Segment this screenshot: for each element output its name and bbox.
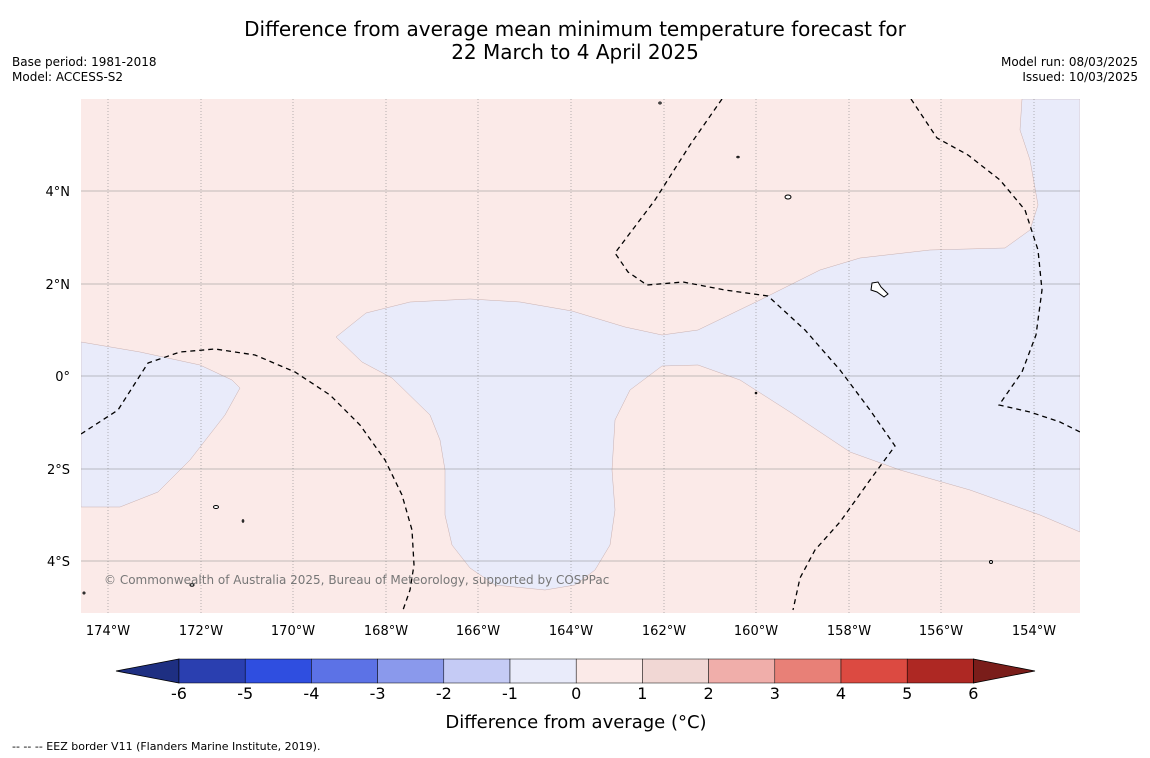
title-line-2: 22 March to 4 April 2025 [451,40,699,64]
colorbar-tick-labels: -6 -5 -4 -3 -2 -1 0 1 2 3 4 5 6 [171,684,978,703]
eez-border-west [81,348,415,611]
island [241,519,245,523]
island-kiritimati [870,281,889,298]
lat-label: 4°N [46,185,71,200]
island [989,560,993,564]
colorbar-tick-label: -2 [436,684,452,703]
lon-label: 170°W [271,624,315,639]
lon-label: 164°W [549,624,593,639]
title-line-1: Difference from average mean minimum tem… [244,17,906,41]
island [754,391,758,395]
copyright-text: © Commonwealth of Australia 2025, Bureau… [104,573,609,587]
colorbar-tick-label: 5 [902,684,912,703]
eez-border-east [910,99,1080,433]
lon-label: 158°W [827,624,871,639]
colorbar-tick-label: 2 [704,684,714,703]
base-period-info: Base period: 1981-2018 Model: ACCESS-S2 [12,55,157,85]
colorbar: -6 -5 -4 -3 -2 -1 0 1 2 3 4 5 6 Differen… [115,658,1036,733]
graticule [81,99,1080,613]
colorbar-bin [244,658,312,684]
island [189,583,195,587]
lat-label: 4°S [47,555,70,570]
lon-label: 160°W [734,624,778,639]
lon-label: 174°W [86,624,130,639]
colorbar-tick-label: -1 [502,684,518,703]
issued-text: Issued: 10/03/2025 [1022,70,1138,84]
colorbar-tick-label: 4 [836,684,846,703]
colorbar-title: Difference from average (°C) [445,712,706,733]
lon-label: 154°W [1012,624,1056,639]
lat-label: 2°N [46,278,71,293]
colorbar-bin [509,658,577,684]
map-panel: © Commonwealth of Australia 2025, Bureau… [81,99,1080,613]
model-text: Model: ACCESS-S2 [12,70,124,84]
colorbar-bin [708,658,776,684]
model-run-text: Model run: 08/03/2025 [1000,55,1138,69]
lon-label: 156°W [919,624,963,639]
longitude-labels: 174°W 172°W 170°W 168°W 166°W 164°W 162°… [86,624,1056,639]
lon-label: 172°W [179,624,223,639]
base-period-text: Base period: 1981-2018 [12,55,157,69]
eez-border-central [614,99,896,611]
lon-label: 168°W [364,624,408,639]
below-average-region-central [335,99,1080,591]
colorbar-tick-label: 3 [770,684,780,703]
colorbar-bin [377,658,445,684]
island [658,101,662,105]
colorbar-extend-low [115,658,180,684]
island [82,591,86,595]
colorbar-tick-label: 1 [637,684,647,703]
colorbar-tick-label: 6 [968,684,978,703]
eez-footnote: -- -- -- EEZ border V11 (Flanders Marine… [12,740,321,753]
island [213,505,219,509]
colorbar-bin [311,658,378,684]
map-title: Difference from average mean minimum tem… [0,18,1150,64]
lat-label: 2°S [47,463,70,478]
colorbar-tick-label: -5 [237,684,253,703]
colorbar-extend-high [973,658,1036,684]
colorbar-bin [906,658,974,684]
island [784,194,792,200]
colorbar-tick-label: -6 [171,684,187,703]
colorbar-tick-label: -3 [370,684,386,703]
colorbar-tick-label: 0 [571,684,581,703]
colorbar-tick-label: -4 [303,684,319,703]
eez-borders [81,99,1080,611]
islands [82,101,993,595]
latitude-labels: 4°N 2°N 0° 2°S 4°S [46,185,71,570]
below-average-region-west [81,341,241,508]
colorbar-bin [642,658,709,684]
lat-label: 0° [55,370,70,385]
colorbar-bin [774,658,842,684]
colorbar-bin [443,658,511,684]
colorbar-bin [178,658,246,684]
colorbar-bin [840,658,908,684]
lon-label: 166°W [456,624,500,639]
island [736,155,740,159]
colorbar-bin [575,658,643,684]
model-run-info: Model run: 08/03/2025 Issued: 10/03/2025 [1001,55,1138,85]
lon-label: 162°W [642,624,686,639]
